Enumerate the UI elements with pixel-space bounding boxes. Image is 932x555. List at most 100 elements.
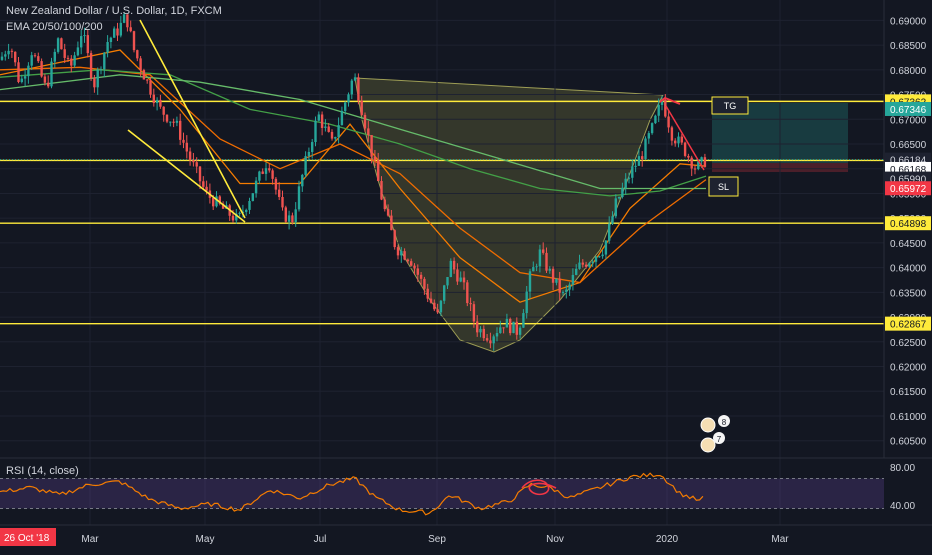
pullback-line [665, 105, 705, 171]
price-tag-label: 0.64898 [890, 219, 927, 230]
candle-body [304, 156, 307, 175]
candle-body [317, 114, 320, 121]
candle-body [50, 61, 53, 87]
candle-body [202, 181, 205, 187]
candle-body [443, 285, 446, 301]
candle-body [83, 35, 86, 37]
candle-body [324, 126, 327, 128]
candle-body [33, 55, 37, 57]
sl-label-box[interactable] [708, 176, 739, 197]
candle-body [555, 278, 558, 283]
candle-body [588, 263, 591, 267]
price-axis-tags: 0.673620.673460.661840.661680.659900.659… [885, 94, 931, 331]
candle-body [515, 321, 518, 335]
candle-body [129, 27, 132, 32]
price-tick: 0.64000 [890, 264, 927, 275]
ema-line [0, 74, 706, 190]
candle-body [469, 303, 472, 305]
candle-body [644, 138, 647, 159]
price-tag-label: 0.65990 [890, 175, 927, 186]
ema-indicator-legend[interactable]: EMA 20/50/100/200 [6, 21, 103, 33]
candle-body [528, 271, 532, 292]
candle-body [614, 198, 617, 217]
candle-body [113, 28, 116, 38]
candle-body [650, 123, 654, 134]
candle-body [551, 268, 555, 283]
candle-body [608, 223, 611, 241]
candle-body [14, 51, 17, 63]
time-axis[interactable]: Mar May Jul Sep Nov 2020 Mar [81, 534, 789, 545]
candle-body [287, 215, 291, 222]
candle-body [47, 82, 50, 87]
candle-body [99, 69, 103, 71]
time-cursor-label: 26 Oct '18 [4, 533, 50, 544]
candle-body [96, 69, 99, 88]
candle-body [152, 94, 155, 104]
price-tick: 0.61000 [890, 412, 927, 423]
price-tick: 0.60500 [890, 437, 927, 448]
candle-body [462, 277, 466, 283]
rsi-indicator-legend[interactable]: RSI (14, close) [6, 465, 79, 477]
candle-body [126, 14, 129, 28]
candle-body [205, 186, 208, 191]
candle-body [419, 274, 423, 279]
candle-body [254, 180, 258, 194]
candle-body [320, 114, 324, 128]
candle-body [136, 50, 139, 59]
event-badge-1[interactable]: 8 [700, 415, 730, 433]
candle-body [274, 178, 278, 190]
candle-body [175, 120, 179, 123]
price-tag [885, 316, 931, 331]
time-label: Mar [771, 534, 789, 545]
candle-body [311, 142, 314, 152]
price-tick: 0.68500 [890, 41, 927, 52]
time-label: Jul [314, 534, 327, 545]
candle-body [281, 196, 284, 208]
event-badge-2[interactable]: 7 [700, 432, 725, 453]
chart-title[interactable]: New Zealand Dollar / U.S. Dollar, 1D, FX… [6, 5, 222, 17]
candle-body [155, 99, 159, 104]
candle-body [66, 57, 70, 59]
candle-body [218, 196, 221, 204]
candle-body [357, 77, 360, 101]
candle-body [505, 318, 509, 328]
candle-body [43, 76, 47, 83]
candle-body [604, 240, 608, 255]
candle-body [548, 268, 551, 271]
candle-body [476, 321, 479, 333]
candle-body [703, 157, 707, 167]
price-tag [885, 216, 931, 231]
time-label: Mar [81, 534, 99, 545]
candle-body [172, 121, 175, 123]
candle-body [637, 156, 641, 166]
candle-body [179, 120, 182, 140]
candle-body [575, 268, 578, 275]
candle-body [525, 291, 528, 314]
candle-body [687, 155, 690, 158]
candle-body [561, 292, 565, 294]
candle-body [60, 38, 63, 50]
tg-label-box[interactable] [711, 96, 749, 115]
candle-body [436, 309, 439, 313]
candle-body [571, 274, 575, 285]
candle-body [489, 340, 492, 344]
candle-body [251, 193, 254, 201]
candle-body [406, 259, 410, 262]
candle-body [410, 261, 413, 266]
candle-body [192, 160, 195, 163]
candle-body [660, 99, 664, 105]
candle-body [538, 249, 542, 267]
trendline-lower [127, 129, 246, 223]
rsi-tick: 80.00 [890, 463, 915, 474]
candle-body [330, 131, 334, 139]
rsi-line [0, 472, 704, 516]
candle-body [535, 266, 538, 268]
event-count-bubble [713, 432, 725, 444]
candle-body [657, 104, 660, 116]
time-label: May [196, 534, 215, 545]
candle-body [472, 304, 476, 322]
event-avatar-icon [700, 437, 716, 453]
candle-body [297, 186, 301, 210]
